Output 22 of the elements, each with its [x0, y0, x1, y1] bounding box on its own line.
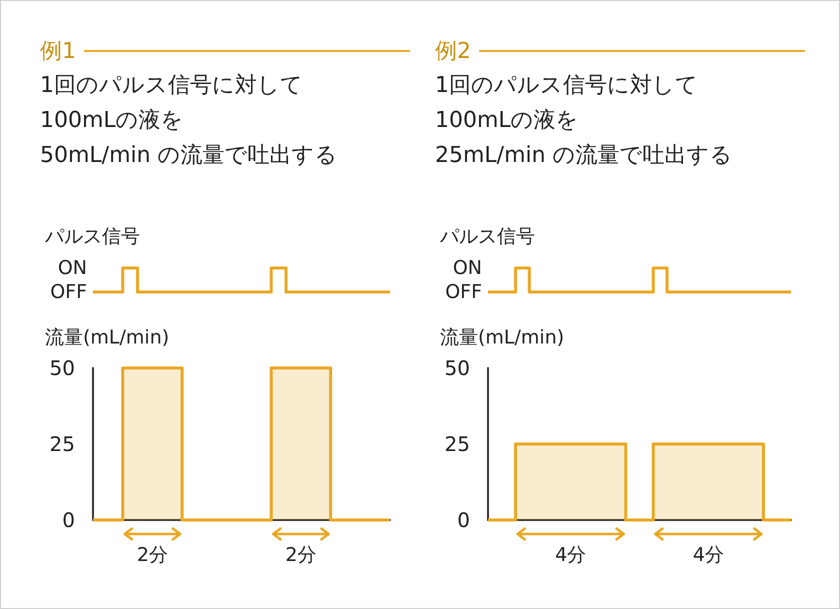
y-axis-title: 流量(mL/min) [440, 326, 564, 348]
text: 2分 [136, 543, 168, 568]
y-tick-label: 25 [50, 432, 75, 456]
text: 4分 [692, 543, 724, 568]
annotation: OFF [445, 281, 482, 303]
y-tick-label: 25 [444, 432, 470, 456]
text: 4分 [555, 543, 586, 568]
chart-subtitle: 1回のパルス信号に対して 100mLの液を 25mL/min の流量で吐出する [435, 72, 734, 170]
chart-title: 例1 [40, 38, 76, 66]
annotation: ON [452, 257, 482, 279]
chart-title: 例2 [435, 38, 471, 66]
text: 2分 [285, 543, 316, 568]
y-axis-title: パルス信号 [44, 226, 140, 248]
y-axis-title: パルス信号 [439, 226, 535, 248]
y-tick-label: 50 [50, 356, 75, 380]
y-tick-label: 0 [457, 508, 470, 532]
y-tick-label: 0 [62, 508, 75, 532]
y-axis-title: 流量(mL/min) [45, 326, 170, 348]
annotation: ON [58, 257, 87, 279]
annotation: OFF [50, 281, 87, 303]
y-tick-label: 50 [444, 356, 470, 380]
chart-subtitle: 1回のパルス信号に対して 100mLの液を 50mL/min の流量で吐出する [40, 72, 339, 170]
